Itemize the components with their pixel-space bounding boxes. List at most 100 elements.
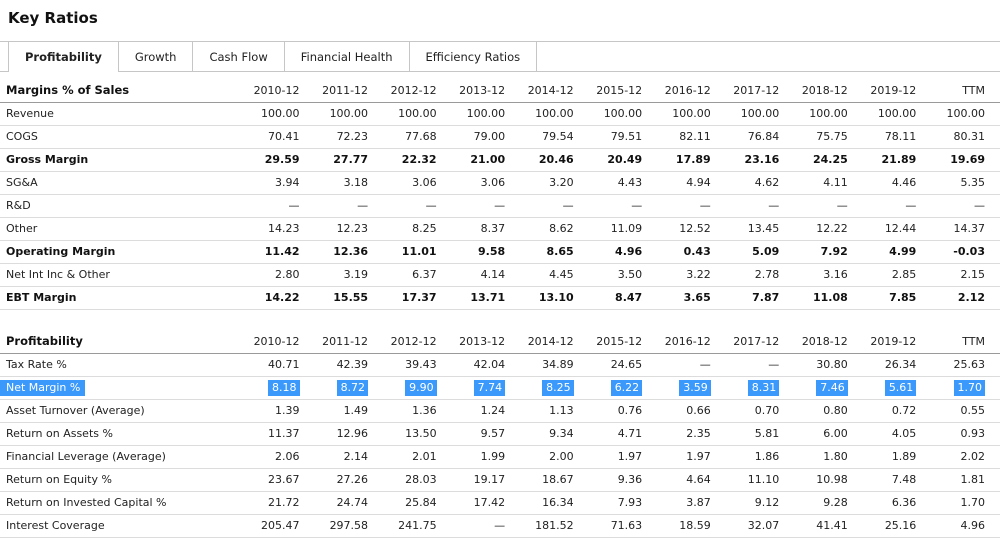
value-cell: 4.46	[862, 171, 932, 195]
value-cell: 14.37	[931, 217, 1000, 241]
value-cell: 12.23	[314, 217, 384, 241]
value-cell: 8.37	[451, 217, 521, 241]
value-cell: 27.26	[314, 468, 384, 492]
value-cell: 100.00	[862, 102, 932, 126]
value-cell: 0.70	[725, 399, 795, 423]
value-cell: 2.15	[931, 263, 1000, 287]
value-cell: 8.25	[383, 217, 452, 241]
value-cell: 8.47	[588, 286, 658, 310]
value-cell: 4.62	[725, 171, 795, 195]
value-cell: 100.00	[451, 102, 521, 126]
tab-profitability[interactable]: Profitability	[8, 42, 119, 72]
value-cell: 75.75	[794, 125, 863, 149]
table-row-revenue[interactable]: Revenue 100.00 100.00 100.00 100.00 100.00 100…	[0, 102, 1000, 126]
value-cell: 12.96	[314, 422, 384, 446]
value-cell: 5.09	[725, 240, 795, 264]
row-label: Return on Equity %	[0, 468, 246, 492]
table-row-tax-rate[interactable]: Tax Rate % 40.71 42.39 39.43 42.04 34.89 24.65…	[0, 353, 1000, 377]
value-cell: 22.32	[383, 148, 452, 172]
value-cell: 4.94	[657, 171, 726, 195]
value-cell: 5.61	[862, 376, 932, 400]
value-cell: —	[794, 194, 863, 218]
value-cell: 3.16	[794, 263, 863, 287]
value-cell: 34.89	[520, 353, 589, 377]
value-cell: 3.87	[657, 491, 726, 515]
row-label: Other	[0, 217, 246, 241]
value-cell: 0.93	[931, 422, 1000, 446]
value-cell: 1.89	[862, 445, 932, 469]
table-row-cogs[interactable]: COGS 70.41 72.23 77.68 79.00 79.54 79.51 82.11 7…	[0, 125, 1000, 149]
value-cell: 100.00	[246, 102, 315, 126]
value-cell: 13.10	[520, 286, 589, 310]
value-cell: 1.97	[588, 445, 658, 469]
value-cell: —	[657, 353, 726, 377]
table-row-sg-a[interactable]: SG&A 3.94 3.18 3.06 3.06 3.20 4.43 4.94 4.62 4.11…	[0, 171, 1000, 195]
value-cell: 11.10	[725, 468, 795, 492]
value-cell: 26.34	[862, 353, 932, 377]
value-cell: 100.00	[725, 102, 795, 126]
table-row-net-int-inc-other[interactable]: Net Int Inc & Other 2.80 3.19 6.37 4.14 4.45 3…	[0, 263, 1000, 287]
value-cell: 0.72	[862, 399, 932, 423]
table-row-net-margin[interactable]: Net Margin % 8.18 8.72 9.90 7.74 8.25 6.22 3.59…	[0, 376, 1000, 400]
tab-cash-flow[interactable]: Cash Flow	[193, 42, 285, 71]
table-row-return-on-invested-capital[interactable]: Return on Invested Capital % 21.72 24.74 25…	[0, 491, 1000, 515]
value-cell: 3.50	[588, 263, 658, 287]
value-cell: 32.07	[725, 514, 795, 538]
table-row-other[interactable]: Other 14.23 12.23 8.25 8.37 8.62 11.09 12.52 13.…	[0, 217, 1000, 241]
year-column-header: 2019-12	[862, 79, 932, 103]
table-row-operating-margin[interactable]: Operating Margin 11.42 12.36 11.01 9.58 8.65 4…	[0, 240, 1000, 264]
tab-financial-health[interactable]: Financial Health	[284, 42, 410, 71]
value-cell: 5.81	[725, 422, 795, 446]
table-row-ebt-margin[interactable]: EBT Margin 14.22 15.55 17.37 13.71 13.10 8.47 3…	[0, 286, 1000, 310]
table-row-asset-turnover-average[interactable]: Asset Turnover (Average) 1.39 1.49 1.36 1.24…	[0, 399, 1000, 423]
table-row-financial-leverage-average[interactable]: Financial Leverage (Average) 2.06 2.14 2.01…	[0, 445, 1000, 469]
value-cell: 13.45	[725, 217, 795, 241]
value-cell: 11.08	[794, 286, 863, 310]
value-cell: 30.80	[794, 353, 863, 377]
value-cell: 100.00	[931, 102, 1000, 126]
value-cell: 3.65	[657, 286, 726, 310]
value-cell: —	[246, 194, 315, 218]
row-label: EBT Margin	[0, 286, 246, 310]
year-column-header: 2015-12	[588, 330, 658, 354]
table-row-r-d[interactable]: R&D — — — — — — — — — — —	[0, 194, 1000, 218]
value-cell: 1.99	[451, 445, 521, 469]
value-cell: 1.24	[451, 399, 521, 423]
table-row-return-on-assets[interactable]: Return on Assets % 11.37 12.96 13.50 9.57 9.3…	[0, 422, 1000, 446]
value-cell: —	[451, 194, 521, 218]
value-cell: 1.81	[931, 468, 1000, 492]
row-label: Asset Turnover (Average)	[0, 399, 246, 423]
value-cell: 2.06	[246, 445, 315, 469]
year-column-header: 2017-12	[725, 330, 795, 354]
value-cell: 1.49	[314, 399, 384, 423]
value-cell: 205.47	[246, 514, 315, 538]
value-cell: 0.80	[794, 399, 863, 423]
value-cell: 3.19	[314, 263, 384, 287]
value-cell: 9.34	[520, 422, 589, 446]
value-cell: 20.46	[520, 148, 589, 172]
value-cell: 12.52	[657, 217, 726, 241]
value-cell: 25.16	[862, 514, 932, 538]
table-row-gross-margin[interactable]: Gross Margin 29.59 27.77 22.32 21.00 20.46 20.…	[0, 148, 1000, 172]
row-label: Return on Assets %	[0, 422, 246, 446]
table-row-interest-coverage[interactable]: Interest Coverage 205.47 297.58 241.75—181.…	[0, 514, 1000, 538]
value-cell: 42.04	[451, 353, 521, 377]
value-cell: 4.71	[588, 422, 658, 446]
value-cell: 79.54	[520, 125, 589, 149]
table-header-row: Profitability 2010-12 2011-12 2012-12 2013-1…	[0, 330, 1000, 354]
value-cell: —	[451, 514, 521, 538]
value-cell: 6.36	[862, 491, 932, 515]
value-cell: 14.22	[246, 286, 315, 310]
value-cell: 8.31	[725, 376, 795, 400]
value-cell: 14.23	[246, 217, 315, 241]
tab-efficiency-ratios[interactable]: Efficiency Ratios	[409, 42, 538, 71]
value-cell: 23.16	[725, 148, 795, 172]
tab-growth[interactable]: Growth	[118, 42, 194, 71]
table-row-return-on-equity[interactable]: Return on Equity % 23.67 27.26 28.03 19.17 18…	[0, 468, 1000, 492]
value-cell: 8.62	[520, 217, 589, 241]
value-cell: 9.12	[725, 491, 795, 515]
value-cell: 3.20	[520, 171, 589, 195]
value-cell: 1.39	[246, 399, 315, 423]
value-cell: 4.64	[657, 468, 726, 492]
value-cell: 9.36	[588, 468, 658, 492]
